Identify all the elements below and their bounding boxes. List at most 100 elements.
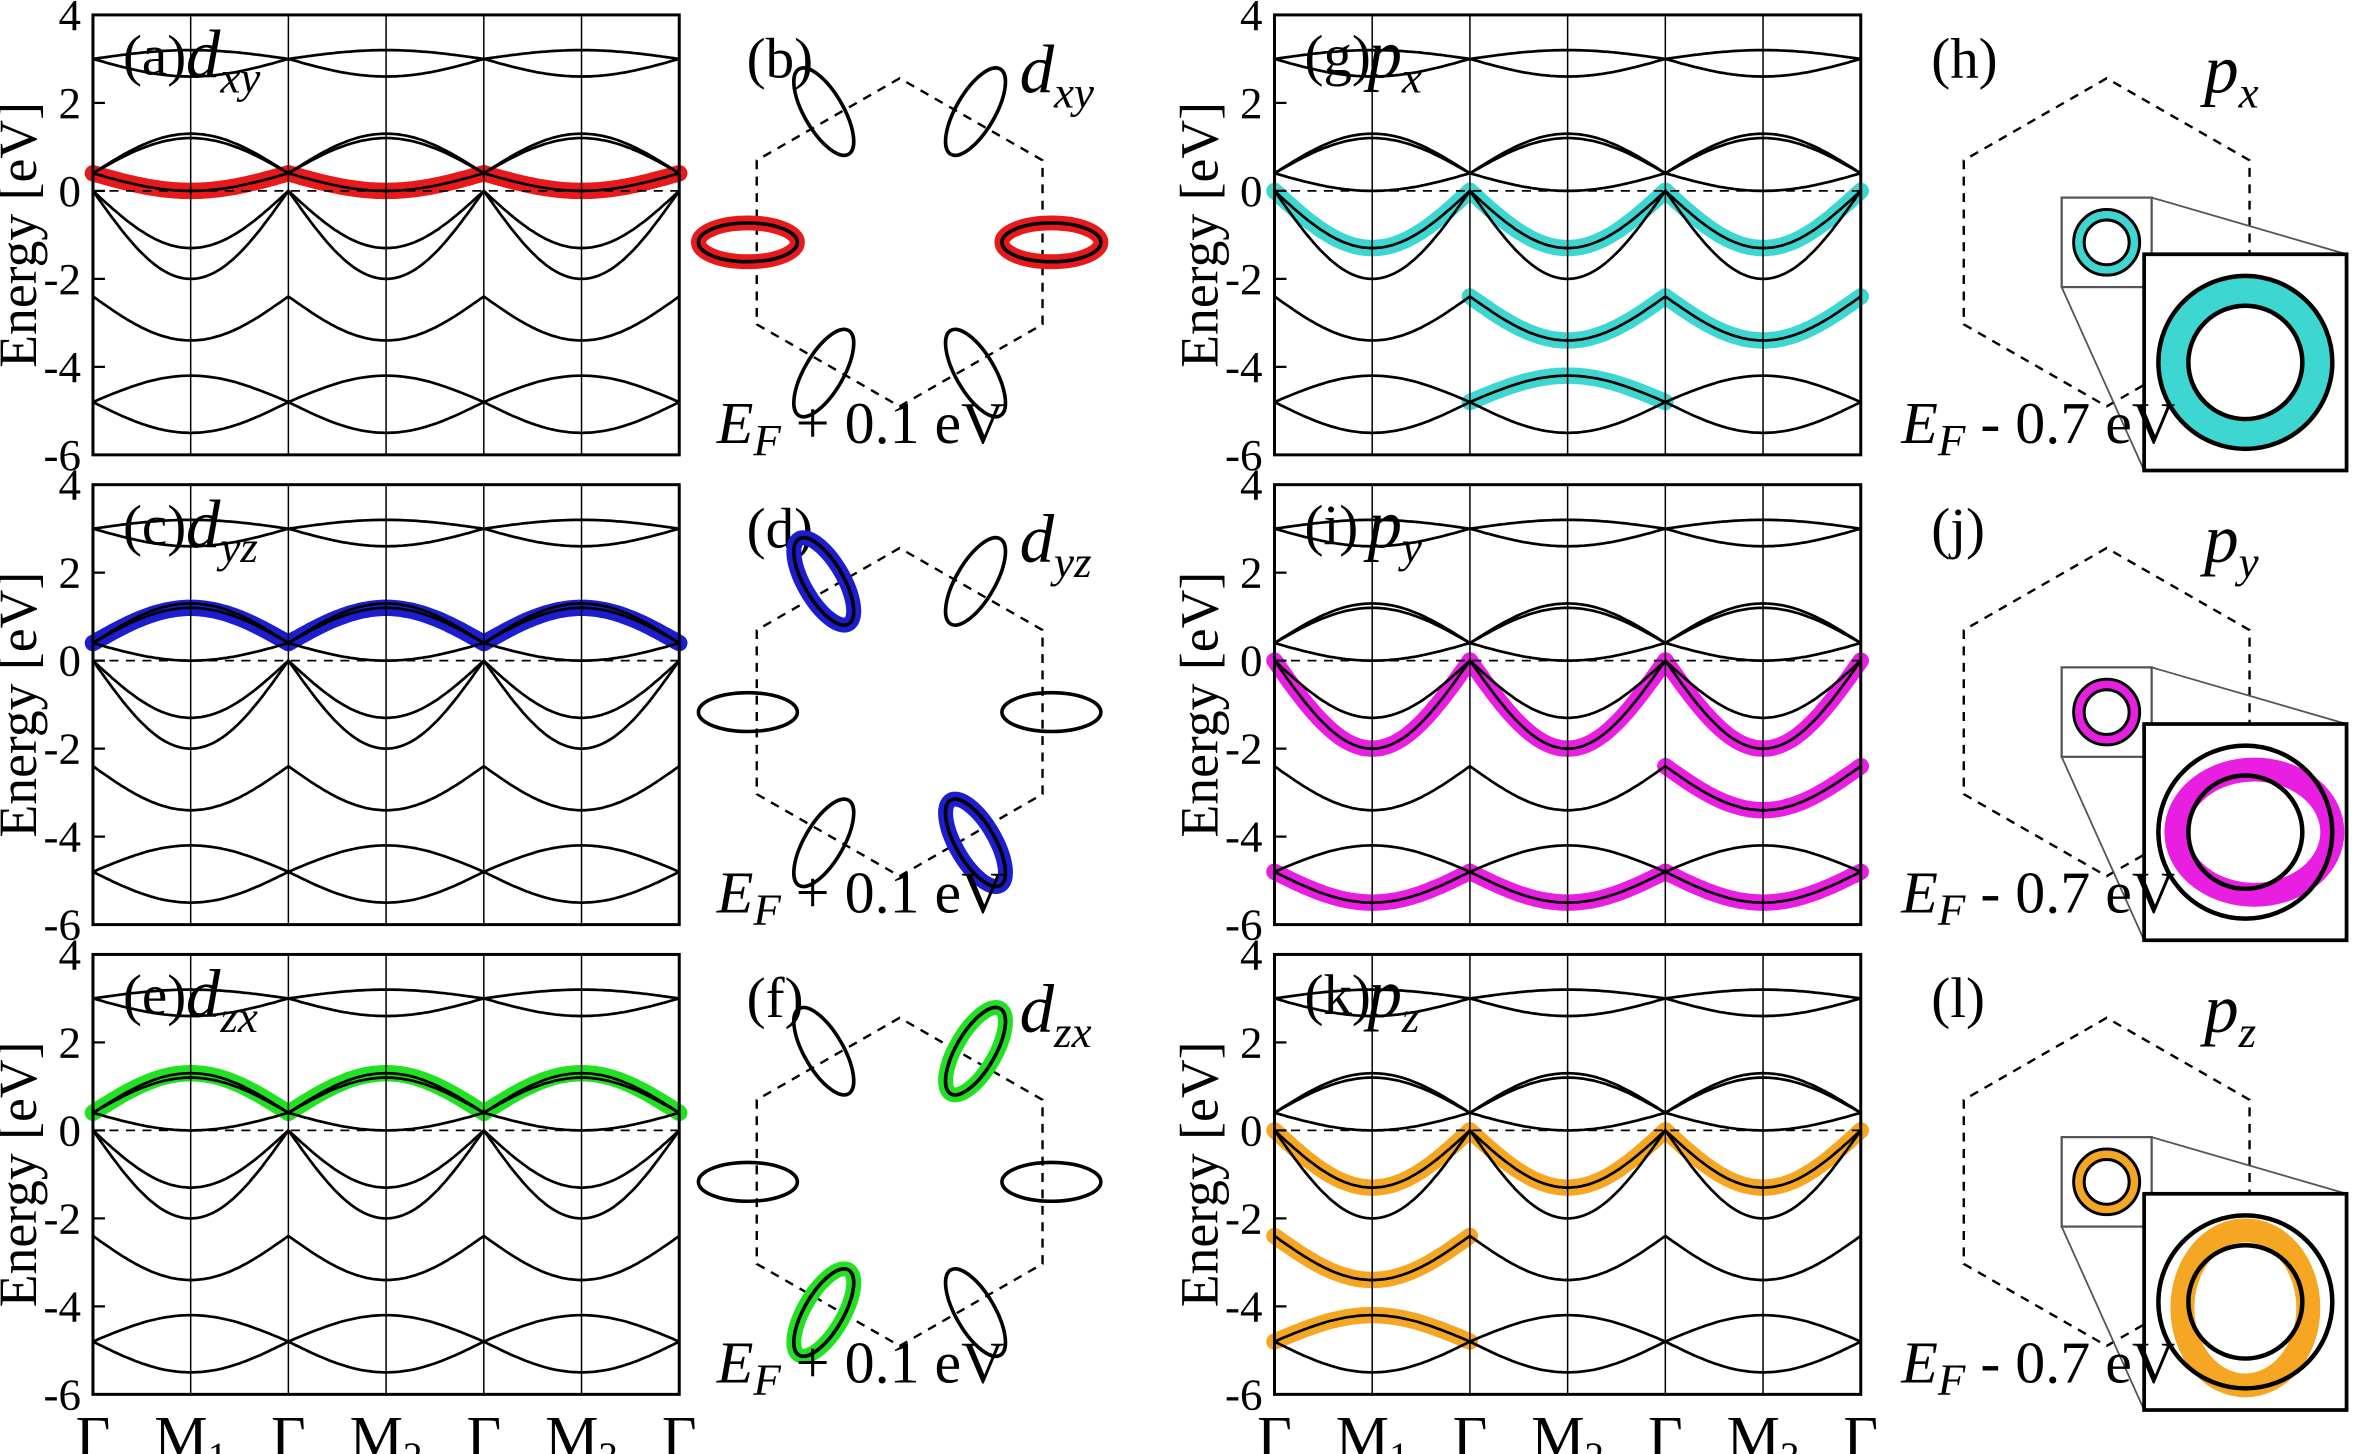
y-tick-label: -6 xyxy=(1225,900,1262,950)
y-axis-label: Energy [eV] xyxy=(1169,572,1229,838)
panel-label: (g) xyxy=(1304,25,1370,88)
x-tick-label: Γ xyxy=(662,1404,697,1454)
axes-frame xyxy=(1272,13,1863,457)
y-tick-label: 0 xyxy=(1240,166,1262,216)
y-tick-label: 2 xyxy=(1240,78,1262,128)
x-tick-label: Γ xyxy=(1843,1404,1878,1454)
axes-frame xyxy=(91,13,681,457)
panel-label: (a) xyxy=(123,25,186,88)
fermi-pocket xyxy=(792,797,856,889)
zoom-connector xyxy=(2151,196,2347,256)
gamma-pocket-inner xyxy=(2082,218,2131,267)
zoom-connector xyxy=(2060,286,2145,471)
y-tick-label: -2 xyxy=(43,1193,80,1243)
fermi-panel-l: (l) pz EF - 0.7 eV xyxy=(1900,967,2349,1412)
orbital-label: px xyxy=(2199,32,2259,118)
y-tick-label: 0 xyxy=(1240,636,1262,686)
inset-pocket-outer xyxy=(2156,743,2335,921)
brillouin-zone xyxy=(1962,1016,2251,1348)
band-panel-g: 4 2 0 -2 -4 -6 Energy [eV] (g)px xyxy=(1169,0,1870,480)
orbital-label: dyz xyxy=(1020,501,1092,587)
y-tick-label: -4 xyxy=(43,812,80,862)
y-axis-label: Energy [eV] xyxy=(0,102,48,368)
x-tick-label: M1 xyxy=(154,1404,227,1454)
panel-label: (e) xyxy=(123,964,186,1027)
axes-frame xyxy=(91,483,681,927)
brillouin-zone xyxy=(755,546,1044,878)
x-tick-label: M3 xyxy=(1727,1404,1800,1454)
fermi-pocket xyxy=(943,1005,1008,1097)
orbital-label: dyz xyxy=(186,486,258,572)
band-panel-e: 4 2 0 -2 -4 -6 Energy [eV] (e)dzx Γ M1 Γ M2 Γ M3 Γ xyxy=(0,929,697,1454)
orbital-label: py xyxy=(1362,486,1422,572)
energy-level-label: EF + 0.1 eV xyxy=(716,860,1005,935)
panel-label: (b) xyxy=(747,28,813,91)
y-tick-label: 0 xyxy=(1240,1105,1262,1155)
gamma-pocket-outer xyxy=(2072,208,2142,277)
gamma-pocket-weighted xyxy=(2075,1150,2139,1214)
y-tick-label: -4 xyxy=(43,1281,80,1331)
y-tick-label: -4 xyxy=(1225,342,1262,392)
x-tick-label: M2 xyxy=(350,1404,423,1454)
inset-pocket-outer xyxy=(2156,1213,2335,1391)
fermi-pocket xyxy=(943,1267,1008,1359)
zoom-connector xyxy=(2151,666,2347,725)
y-tick-label: -4 xyxy=(1225,1281,1262,1331)
gamma-pocket-inner xyxy=(2082,688,2131,736)
x-tick-label: M3 xyxy=(545,1404,618,1454)
y-tick-label: -2 xyxy=(43,724,80,774)
x-tick-label: Γ xyxy=(466,1404,501,1454)
energy-level-label: EF - 0.7 eV xyxy=(1900,390,2175,465)
zoom-connector xyxy=(2060,756,2145,941)
gamma-pocket-weighted xyxy=(2075,680,2139,744)
inset-pocket-weighted xyxy=(2159,277,2331,448)
inset-pocket-weighted xyxy=(2170,1218,2321,1398)
fermi-pocket xyxy=(792,1005,856,1097)
brillouin-zone xyxy=(755,1016,1044,1348)
y-tick-label: 2 xyxy=(1240,548,1262,598)
x-tick-label: Γ xyxy=(271,1404,306,1454)
panel-label: (h) xyxy=(1931,28,1997,91)
x-tick-label: M2 xyxy=(1531,1404,1604,1454)
fermi-pocket xyxy=(943,535,1008,627)
y-tick-label: -4 xyxy=(1225,812,1262,862)
y-tick-label: -2 xyxy=(1225,254,1262,304)
fermi-pocket xyxy=(696,1160,800,1204)
brillouin-zone xyxy=(1962,76,2251,408)
fermi-panel-h: (h) px EF - 0.7 eV xyxy=(1900,28,2349,473)
y-tick-label: 0 xyxy=(58,1105,80,1155)
y-axis-label: Energy [eV] xyxy=(0,1041,48,1307)
axes-frame xyxy=(1272,483,1863,927)
inset-pocket-inner xyxy=(2186,1242,2305,1361)
x-tick-label: Γ xyxy=(76,1404,111,1454)
orbital-label: dxy xyxy=(1020,32,1095,118)
fermi-pocket xyxy=(792,66,856,158)
y-tick-label: 4 xyxy=(1240,460,1262,510)
energy-level-label: EF + 0.1 eV xyxy=(716,390,1005,465)
y-tick-label: -2 xyxy=(1225,724,1262,774)
y-tick-label: 2 xyxy=(58,78,80,128)
y-tick-label: 2 xyxy=(58,1017,80,1067)
y-tick-label: -6 xyxy=(1225,430,1262,480)
band-panel-i: 4 2 0 -2 -4 -6 Energy [eV] (i) py xyxy=(1169,460,1870,950)
y-tick-label: 0 xyxy=(58,636,80,686)
y-axis-label: Energy [eV] xyxy=(0,572,48,838)
gamma-pocket-outer xyxy=(2072,677,2142,747)
band-panel-k: 4 2 0 -2 -4 -6 Energy [eV] (k)pz Γ M1 Γ M2 Γ M3 Γ xyxy=(1169,929,1878,1454)
orbital-label: pz xyxy=(2199,971,2256,1057)
orbital-label: pz xyxy=(1362,956,1419,1042)
band-panel-c: 4 2 0 -2 -4 -6 Energy [eV] (c) dyz xyxy=(0,460,688,949)
brillouin-zone xyxy=(755,76,1044,408)
energy-level-label: EF - 0.7 eV xyxy=(1900,860,2175,935)
fermi-panel-b: (b) dxy EF + 0.1 eV xyxy=(690,28,1109,465)
y-tick-label: 4 xyxy=(1240,0,1262,40)
inset-pocket-inner xyxy=(2186,303,2305,422)
axes-frame xyxy=(1272,952,1863,1396)
fermi-pocket xyxy=(1000,221,1103,264)
y-tick-label: -6 xyxy=(43,1369,80,1419)
inset-pocket-inner xyxy=(2186,773,2305,892)
fermi-pocket xyxy=(943,797,1008,889)
fermi-pocket xyxy=(792,327,856,419)
